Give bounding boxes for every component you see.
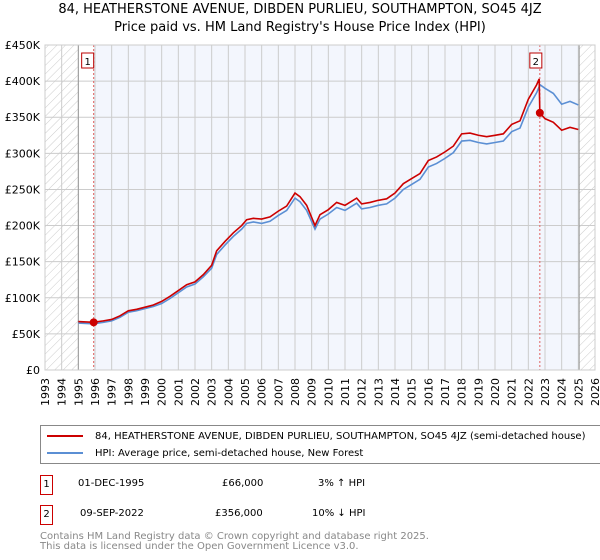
hatched-region [579,45,595,370]
x-tick-label: 2025 [572,378,585,406]
sale-hpi-diff: 10% ↓ HPI [312,508,366,519]
legend-label-property: 84, HEATHERSTONE AVENUE, DIBDEN PURLIEU,… [95,430,586,442]
sale-badge: 1 [40,475,53,495]
y-tick-label: £150K [5,256,41,269]
y-tick-label: £400K [5,75,41,88]
hpi-line [78,83,579,325]
sale-price: £66,000 [222,478,264,489]
legend-item-hpi: HPI: Average price, semi-detached house,… [41,445,363,461]
x-tick-label: 1995 [72,378,85,406]
x-tick-label: 2012 [356,378,369,406]
x-tick-label: 2016 [422,378,435,406]
x-tick-label: 1996 [89,378,102,406]
legend-item-property: 84, HEATHERSTONE AVENUE, DIBDEN PURLIEU,… [41,428,585,444]
y-tick-label: £250K [5,183,41,196]
x-tick-label: 2020 [489,378,502,406]
chart-subtitle: Price paid vs. HM Land Registry's House … [114,20,486,35]
chart-title: 84, HEATHERSTONE AVENUE, DIBDEN PURLIEU,… [58,2,542,17]
x-tick-label: 2000 [156,378,169,406]
x-tick-label: 2013 [372,378,385,406]
footer-licence: This data is licensed under the Open Gov… [40,541,359,552]
plot-background [45,45,595,370]
y-tick-label: £450K [5,39,41,52]
sale-date: 01-DEC-1995 [78,478,145,489]
sale-label-box [81,52,95,69]
x-tick-label: 2021 [506,378,519,406]
sale-date: 09-SEP-2022 [80,508,144,519]
sale-label: 2 [533,57,539,68]
x-tick-label: 2011 [339,378,352,406]
y-tick-label: £0 [26,364,40,377]
x-tick-label: 1998 [122,378,135,406]
red-line-swatch [47,435,83,437]
x-tick-label: 2008 [289,378,302,406]
x-tick-label: 1993 [39,378,52,406]
x-tick-label: 2002 [189,378,202,406]
x-tick-label: 2022 [522,378,535,406]
x-tick-label: 2001 [172,378,185,406]
sale-point [89,318,98,327]
x-tick-label: 2019 [472,378,485,406]
y-tick-label: £350K [5,111,41,124]
y-tick-label: £50K [12,328,41,341]
footer-copyright: Contains HM Land Registry data © Crown c… [40,531,429,542]
x-tick-label: 2005 [239,378,252,406]
sale-point [535,108,544,117]
property-price-line [78,78,579,324]
sale-hpi-diff: 3% ↑ HPI [318,478,366,489]
price-chart: 1 2 1993 1994 1995 1996 1997 1998 1999 2000 2001 20… [5,39,600,406]
blue-line-swatch [47,452,83,454]
x-tick-label: 2006 [256,378,269,406]
sale-price: £356,000 [215,508,263,519]
plot-border [44,44,596,371]
x-tick-label: 2017 [439,378,452,406]
pre-sale-region [78,45,94,370]
x-tick-label: 2026 [589,378,600,406]
x-tick-label: 2009 [306,378,319,406]
x-tick-label: 2023 [539,378,552,406]
x-tick-label: 2004 [222,378,235,406]
y-tick-label: £300K [5,147,41,160]
x-tick-label: 2007 [272,378,285,406]
sale-label: 1 [84,57,90,68]
sale-label-box [529,52,543,69]
legend-label-hpi: HPI: Average price, semi-detached house,… [95,447,364,459]
x-tick-label: 1994 [56,378,69,406]
sale-badge: 2 [40,505,53,525]
x-tick-label: 2014 [389,378,402,406]
x-tick-label: 2003 [206,378,219,406]
x-tick-label: 2018 [456,378,469,406]
x-tick-label: 2024 [556,378,569,406]
y-tick-label: £200K [5,220,41,233]
x-tick-label: 2015 [406,378,419,406]
y-tick-label: £100K [5,292,41,305]
x-tick-label: 1999 [139,378,152,406]
x-tick-label: 1997 [106,378,119,406]
legend: 84, HEATHERSTONE AVENUE, DIBDEN PURLIEU,… [40,425,600,464]
x-tick-label: 2010 [322,378,335,406]
